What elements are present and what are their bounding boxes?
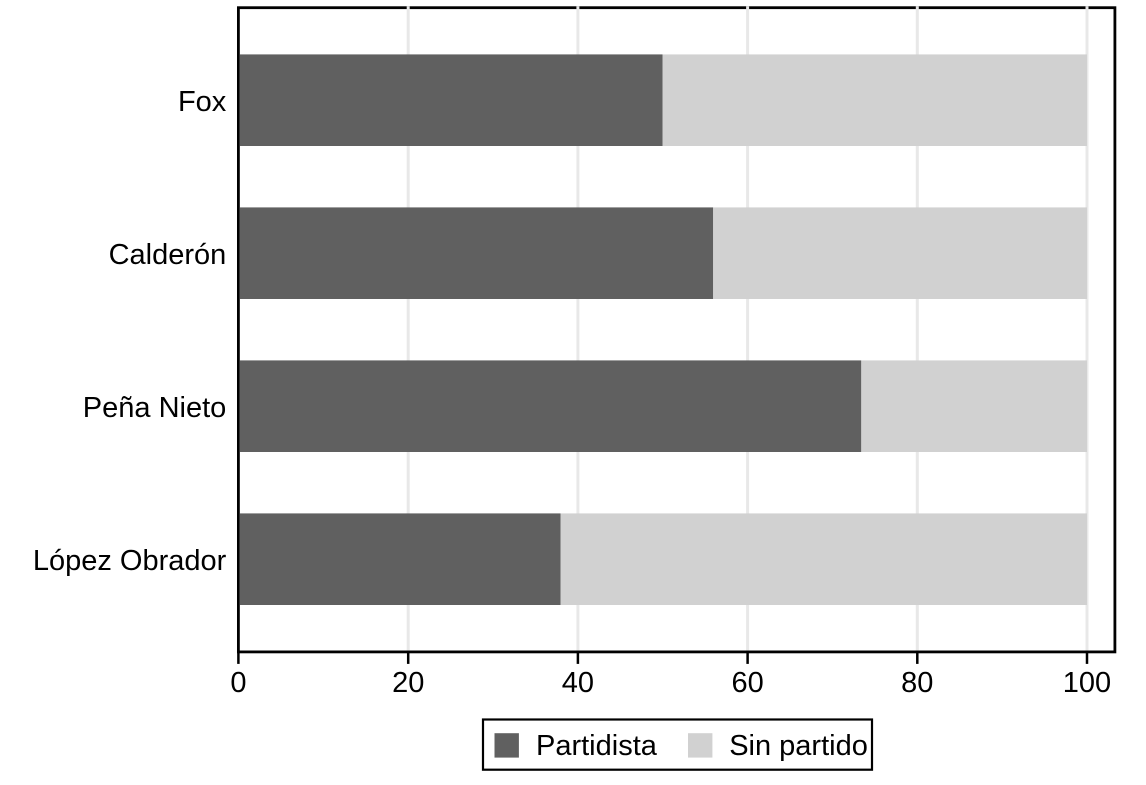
svg-text:Sin partido: Sin partido [729, 730, 868, 762]
svg-text:Fox: Fox [178, 86, 227, 118]
svg-text:80: 80 [901, 667, 933, 699]
svg-text:20: 20 [392, 667, 424, 699]
svg-text:0: 0 [230, 667, 246, 699]
svg-text:Partidista: Partidista [536, 730, 658, 762]
svg-text:Peña Nieto: Peña Nieto [83, 392, 227, 424]
svg-text:40: 40 [562, 667, 594, 699]
svg-text:100: 100 [1063, 667, 1111, 699]
svg-text:60: 60 [731, 667, 763, 699]
svg-text:Calderón: Calderón [109, 239, 227, 271]
svg-text:López Obrador: López Obrador [33, 545, 227, 577]
